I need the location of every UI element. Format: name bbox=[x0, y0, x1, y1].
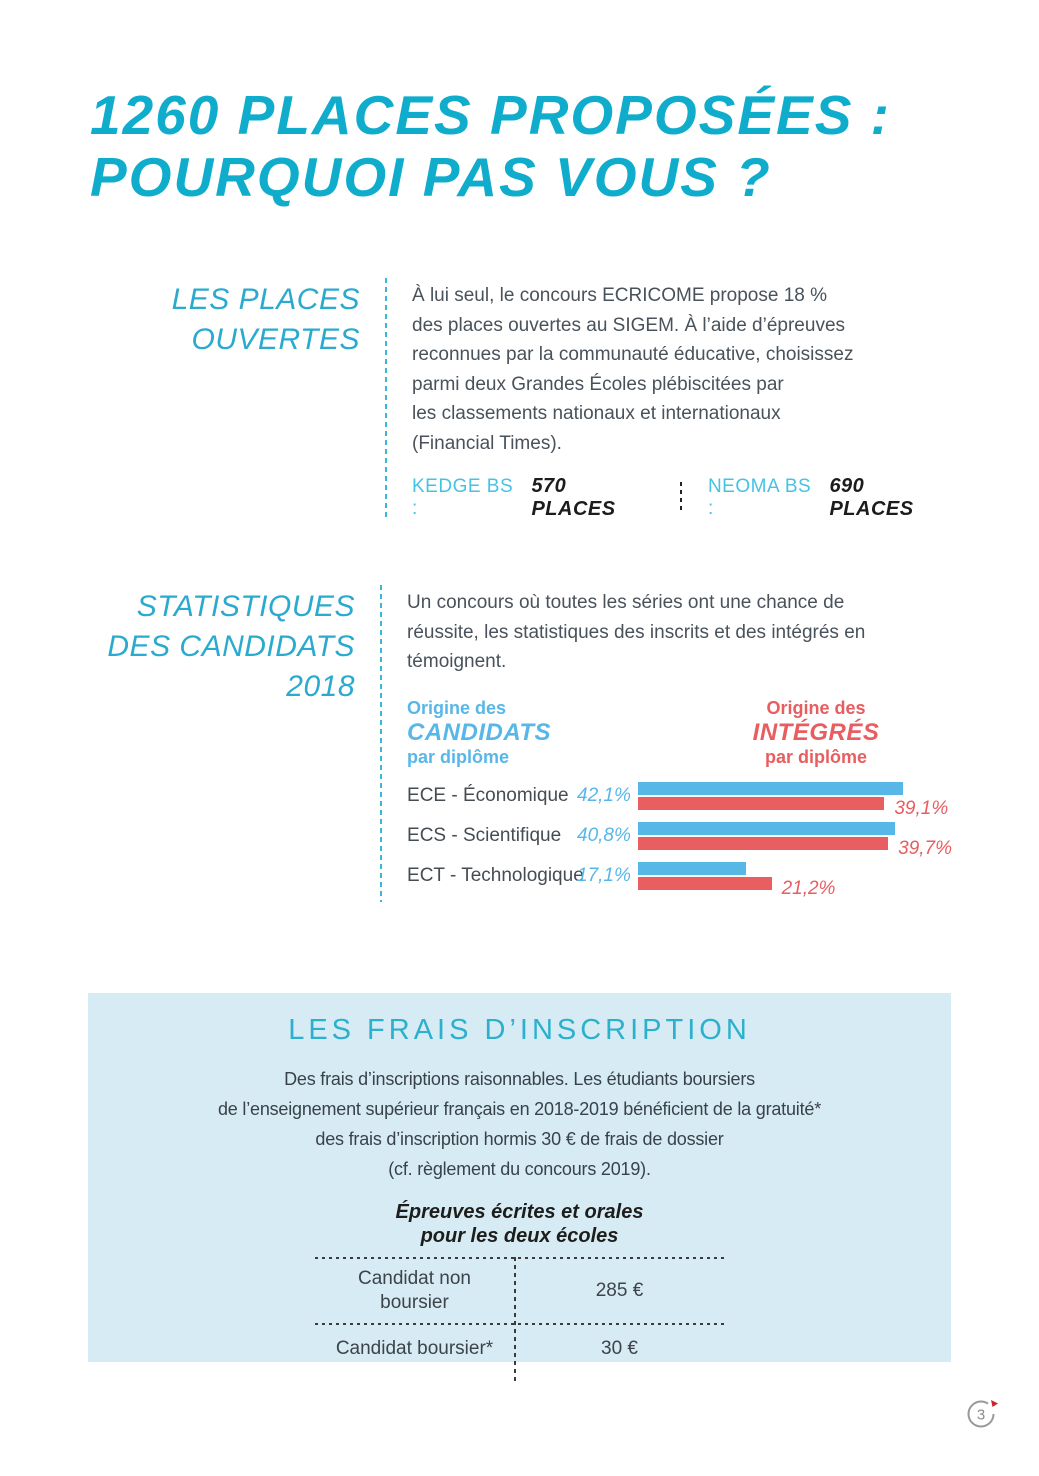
page-number-circle-icon: 3 bbox=[967, 1400, 998, 1428]
page-number-marker: 3 bbox=[960, 1391, 1004, 1435]
row-value-non-boursier: 285 € bbox=[595, 1280, 644, 1301]
section-places-ouvertes: LES PLACES OUVERTES À lui seul, le conco… bbox=[92, 278, 952, 521]
bars-ect: 21,2% bbox=[638, 861, 952, 898]
kedge-label: KEDGE BS : bbox=[412, 476, 514, 519]
bar-chart: ECE - Économique 42,1% 39,1% ECS - Scien… bbox=[407, 781, 952, 898]
integres-value-ece: 39,1% bbox=[894, 797, 949, 819]
row-label-boursier: Candidat boursier* bbox=[335, 1338, 494, 1359]
legend-candidats-line1: Origine des bbox=[407, 697, 507, 718]
neoma-places-value: 690 PLACES bbox=[829, 475, 914, 520]
table-dotted-line bbox=[314, 1323, 725, 1325]
table-row: Candidat boursier* 30 € bbox=[315, 1325, 725, 1373]
bars-ece: 39,1% bbox=[638, 781, 952, 818]
table-row: Candidat non boursier 285 € bbox=[315, 1259, 725, 1323]
category-label-ect: ECT - Technologique bbox=[407, 864, 584, 886]
legend-integres: Origine des INTÉGRÉS par diplôme bbox=[706, 697, 926, 769]
chart-row-ece: ECE - Économique 42,1% 39,1% bbox=[407, 781, 952, 818]
chart-row-ecs: ECS - Scientifique 40,8% 39,7% bbox=[407, 821, 952, 858]
legend-integres-line3: par diplôme bbox=[764, 746, 867, 767]
places-count-row: KEDGE BS : 570 PLACES NEOMA BS : 690 PLA… bbox=[412, 475, 952, 521]
legend-candidats-line3: par diplôme bbox=[407, 746, 510, 767]
legend-integres-line2: INTÉGRÉS bbox=[752, 718, 880, 746]
section-places-body: À lui seul, le concours ECRICOME propose… bbox=[412, 278, 952, 521]
chart-legends: Origine des CANDIDATS par diplôme Origin… bbox=[407, 697, 952, 775]
legend-integres-line1: Origine des bbox=[766, 697, 866, 718]
legend-candidats: Origine des CANDIDATS par diplôme bbox=[407, 697, 551, 769]
candidats-bar-ect bbox=[638, 861, 746, 875]
table-dotted-divider bbox=[513, 1257, 516, 1383]
category-label-ece: ECE - Économique bbox=[407, 784, 569, 806]
candidats-bar-ecs bbox=[638, 821, 896, 835]
frais-table-header: Épreuves écrites et orales pour les deux… bbox=[395, 1201, 644, 1247]
integres-value-ecs: 39,7% bbox=[898, 837, 952, 859]
kedge-places-value: 570 PLACES bbox=[531, 475, 616, 520]
row-label-non-boursier: Candidat non boursier bbox=[357, 1268, 472, 1313]
red-corner-icon bbox=[991, 1400, 998, 1407]
section-stats-body: Un concours où toutes les séries ont une… bbox=[407, 585, 952, 902]
bars-ecs: 39,7% bbox=[638, 821, 952, 858]
integres-bar-line-ect: 21,2% bbox=[638, 876, 952, 898]
section-statistiques: STATISTIQUES DES CANDIDATS 2018 Un conco… bbox=[92, 585, 952, 902]
integres-value-ect: 21,2% bbox=[781, 877, 836, 899]
candidats-value-ect: 17,1% bbox=[577, 864, 631, 886]
integres-bar-line-ece: 39,1% bbox=[638, 796, 952, 818]
section-stats-heading: STATISTIQUES DES CANDIDATS 2018 bbox=[107, 590, 356, 703]
neoma-label: NEOMA BS : bbox=[707, 476, 812, 519]
integres-bar-ece bbox=[638, 796, 885, 810]
frais-inscription-box: LES FRAIS D’INSCRIPTION Des frais d’insc… bbox=[88, 993, 951, 1383]
page-title: 1260 PLACES PROPOSÉES : POURQUOI PAS VOU… bbox=[90, 84, 970, 208]
dotted-separator bbox=[679, 482, 682, 514]
candidats-value-ecs: 40,8% bbox=[577, 824, 631, 846]
frais-table: Candidat non boursier 285 € Candidat bou… bbox=[314, 1257, 725, 1383]
frais-paragraph: Des frais d’inscriptions raisonnables. L… bbox=[217, 1069, 822, 1179]
chart-row-ect: ECT - Technologique 17,1% 21,2% bbox=[407, 861, 952, 898]
candidats-bar-ece bbox=[638, 781, 904, 795]
category-label-ecs: ECS - Scientifique bbox=[407, 824, 562, 846]
frais-heading: LES FRAIS D’INSCRIPTION bbox=[288, 1014, 751, 1046]
row-value-boursier: 30 € bbox=[601, 1338, 638, 1359]
integres-bar-ecs bbox=[638, 836, 889, 850]
table-dotted-line bbox=[314, 1257, 725, 1259]
stats-paragraph: Un concours où toutes les séries ont une… bbox=[407, 592, 866, 672]
legend-candidats-line2: CANDIDATS bbox=[407, 718, 552, 746]
places-paragraph: À lui seul, le concours ECRICOME propose… bbox=[412, 285, 854, 454]
page-title-line1: 1260 PLACES PROPOSÉES : bbox=[90, 84, 891, 146]
page-title-line2: POURQUOI PAS VOUS ? bbox=[90, 146, 772, 208]
dotted-divider bbox=[380, 585, 383, 902]
page-number: 3 bbox=[977, 1407, 985, 1424]
dotted-divider bbox=[385, 278, 387, 521]
integres-bar-ect bbox=[638, 876, 772, 890]
candidats-value-ece: 42,1% bbox=[577, 784, 631, 806]
open-circle-icon bbox=[967, 1400, 995, 1428]
integres-bar-line-ecs: 39,7% bbox=[638, 836, 952, 858]
section-places-heading: LES PLACES OUVERTES bbox=[171, 283, 360, 356]
